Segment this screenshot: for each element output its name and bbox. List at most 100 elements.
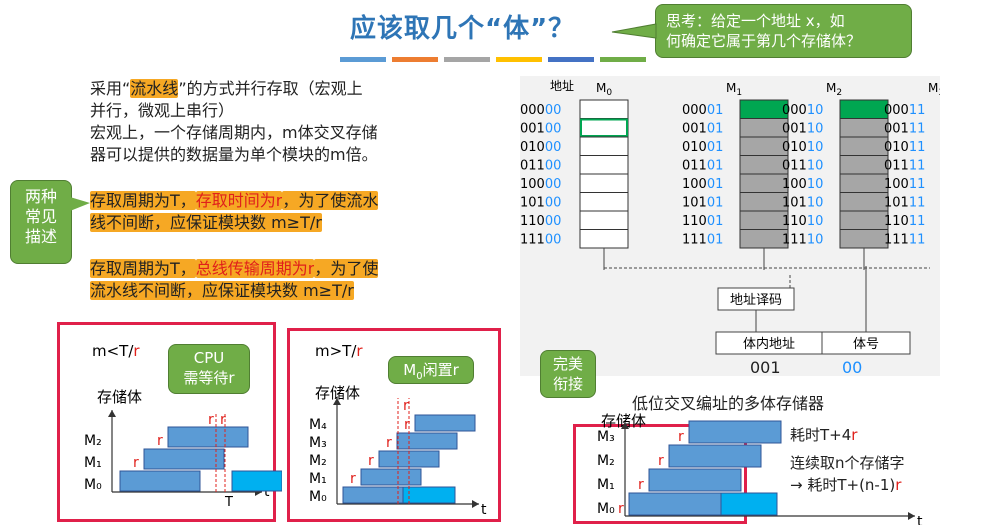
think-callout-tail — [611, 23, 657, 39]
perfect-line1: 完美 — [552, 355, 583, 373]
addr-text: 00100 — [520, 122, 561, 137]
chart2-row-label: M₄ — [309, 417, 327, 433]
addr-text: 11110 — [782, 233, 823, 248]
think-line2: 何确定它属于第几个存储体？ — [666, 32, 862, 50]
addr-text: 01110 — [782, 159, 823, 174]
memory-cell — [579, 229, 629, 249]
addr-text: 00101 — [682, 122, 723, 137]
intro-line3: 宏观上，一个存储周期内，m体交叉存储 — [90, 123, 378, 142]
chart1-bar — [167, 426, 249, 448]
chart2-bar — [414, 414, 476, 432]
addr-text: 01101 — [682, 159, 723, 174]
addr-text: 01100 — [520, 159, 561, 174]
chart1-bar-next — [231, 470, 282, 492]
addr-text: 00111 — [884, 122, 925, 137]
memory-cell — [839, 118, 889, 138]
chart2-cond-r: r — [356, 342, 363, 360]
m0-idle-text: 闲置r — [422, 361, 459, 379]
cpu-wait-callout: CPU 需等待r — [168, 344, 250, 394]
chart1-row-label: M₁ — [84, 455, 102, 471]
chart1-ylabel: 存储体 — [97, 388, 142, 406]
intro-line4: 器可以提供的数据量为单个模块的m倍。 — [90, 145, 378, 164]
perfect-callout: 完美 衔接 — [540, 350, 596, 398]
memory-cell — [839, 229, 889, 249]
think-callout: 思考：给定一个地址 x，如 何确定它属于第几个存储体？ — [655, 4, 912, 58]
addr-text: 11000 — [520, 214, 561, 229]
chart2-row-label: M₁ — [309, 471, 327, 487]
module-label-3: M3 — [928, 81, 940, 98]
read-n: 连续取n个存储字 — [790, 454, 905, 472]
memory-diagram: 地址 M000000001000100001100100001010011000… — [520, 76, 940, 376]
chart3-bar — [668, 444, 762, 468]
chart2-row-label: M₀ — [309, 489, 327, 505]
chart2-t-label: t — [481, 502, 487, 518]
chart2-r-label: r — [386, 435, 392, 451]
chart3-t-label: t — [917, 514, 923, 525]
memory-cell — [739, 136, 789, 156]
time-b: → 耗时T+(n-1)r — [790, 474, 901, 496]
chart3-bar — [688, 420, 782, 444]
chart3-row-label: M₂ — [597, 453, 615, 469]
chart2-ylabel: 存储体 — [315, 384, 360, 402]
chart3: 存储体 tM₃ rM₂ rM₁ rM₀ r — [597, 412, 923, 525]
addr-text: 01011 — [884, 140, 925, 155]
addr-text: 10011 — [884, 177, 925, 192]
addr-text: 00011 — [884, 103, 925, 118]
addr-text: 11011 — [884, 214, 925, 229]
chart1-row-label: M₂ — [84, 433, 102, 449]
chart1-r-label: r — [157, 433, 163, 449]
chart2-frame — [287, 328, 501, 522]
time-a: 耗时T+4r — [790, 424, 857, 446]
selected-cell — [580, 118, 628, 137]
chart1-row-label: M₀ — [84, 477, 102, 493]
page-title: 应该取几个“体”？ — [350, 14, 576, 44]
svg-text:m<T/r: m<T/r — [92, 342, 140, 360]
desc1-b: 存取时间为r — [195, 191, 283, 210]
addr-text: 01010 — [782, 140, 823, 155]
memory-cell — [739, 99, 789, 119]
addr-text: 11111 — [884, 233, 925, 248]
addr-text: 01111 — [884, 159, 925, 174]
chart2: m>T/r 存储体 t M₄ r M₃ r M₂ r M₁ r M₀ r — [309, 342, 487, 518]
intro-line1-a: 采用“ — [90, 79, 131, 98]
desc1: 存取周期为T，存取时间为r，为了使流水 线不间断，应保证模块数 m≥T/r — [90, 190, 450, 234]
chart2-r-label: r — [350, 471, 356, 487]
addr-text: 10100 — [520, 196, 561, 211]
title-bar-orange — [392, 57, 438, 62]
chart3-r-label: r — [658, 453, 664, 469]
title-bar-blue — [340, 57, 386, 62]
chart2-top-r: r — [403, 398, 409, 414]
intro-text: 采用“流水线”的方式并行存取（宏观上 并行，微观上串行） 宏观上，一个存储周期内… — [90, 78, 450, 166]
chart3-r-label: r — [618, 501, 624, 517]
think-line1: 思考：给定一个地址 x，如 — [666, 12, 845, 30]
chart2-r-label: r — [404, 417, 410, 433]
addr-text: 10101 — [682, 196, 723, 211]
two-methods-tail — [70, 197, 90, 211]
two-methods-line2: 常见 — [24, 207, 57, 226]
memory-cell — [739, 173, 789, 193]
chart3-row-label: M₁ — [597, 477, 615, 493]
chart1-frame — [57, 322, 276, 522]
addr-text: 10001 — [682, 177, 723, 192]
chart2-cond: m>T/ — [315, 342, 357, 360]
chart2-row-label: M₂ — [309, 453, 327, 469]
chart3-bar-next — [720, 492, 778, 516]
module-label-0: M0 — [596, 81, 612, 98]
time-b-r: r — [895, 476, 902, 494]
intro-line2: 并行，微观上串行） — [90, 101, 235, 120]
addr-text: 11100 — [520, 233, 561, 248]
chart3-ylabel: 存储体 — [601, 412, 646, 430]
time-a-text: 耗时T+4 — [790, 426, 852, 444]
chart2-bar — [360, 468, 422, 486]
two-methods-line3: 描述 — [24, 227, 57, 246]
title-bar-darkblue — [548, 57, 594, 62]
memory-cell — [579, 192, 629, 212]
pipeline-highlight: 流水线 — [130, 79, 179, 98]
addr-text: 11001 — [682, 214, 723, 229]
chart3-r-label: r — [638, 477, 644, 493]
desc2-c: ，为了使 — [314, 259, 379, 278]
two-methods-line1: 两种 — [24, 187, 57, 206]
memory-cell — [839, 136, 889, 156]
cpu-wait-line2: 需等待r — [183, 369, 235, 387]
memory-cell — [739, 210, 789, 230]
